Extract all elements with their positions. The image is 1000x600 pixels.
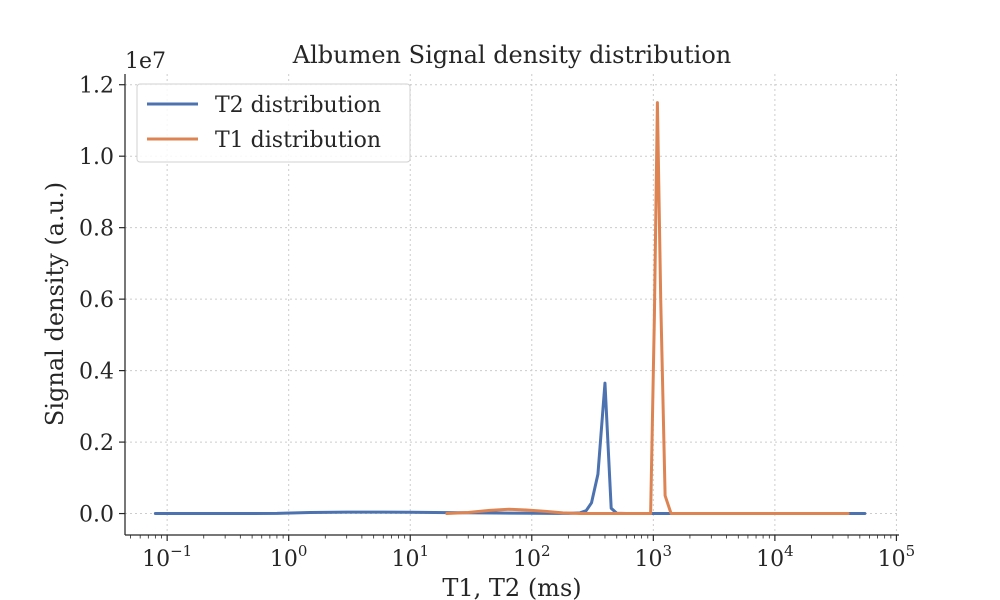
- x-tick-label: 100: [270, 542, 308, 572]
- y-tick-label: 0.0: [79, 503, 114, 528]
- y-tick-label: 1.2: [79, 74, 114, 99]
- legend-label-t2: T2 distribution: [215, 93, 381, 118]
- x-tick-label: 103: [635, 542, 673, 572]
- chart-title: Albumen Signal density distribution: [292, 41, 731, 69]
- axes: 10−1 100 101 102 103 104 105 0.0 0.2 0.4 0.6 0.8 1.0…: [79, 74, 915, 572]
- x-tick-label: 101: [391, 542, 429, 572]
- x-tick-label: 104: [756, 542, 794, 572]
- series-line-t2: [153, 381, 867, 516]
- y-tick-label: 0.2: [79, 431, 114, 456]
- x-axis-label: T1, T2 (ms): [442, 574, 581, 600]
- y-tick-label: 1.0: [79, 145, 114, 170]
- y-tick-label: 0.8: [79, 217, 114, 242]
- legend-label-t1: T1 distribution: [215, 128, 381, 153]
- legend-box: [136, 83, 411, 163]
- y-tick-label: 0.4: [79, 360, 114, 385]
- series-line-t1: [445, 101, 850, 516]
- legend: T2 distribution T1 distribution: [136, 83, 411, 163]
- y-tick-label: 0.6: [79, 288, 114, 313]
- x-tick-label: 102: [513, 542, 551, 572]
- plot-area: [153, 101, 867, 516]
- x-tick-label: 10−1: [142, 542, 192, 572]
- y-offset-label: 1e7: [125, 49, 166, 74]
- y-axis-label: Signal density (a.u.): [41, 182, 69, 426]
- x-tick-label: 105: [878, 542, 916, 572]
